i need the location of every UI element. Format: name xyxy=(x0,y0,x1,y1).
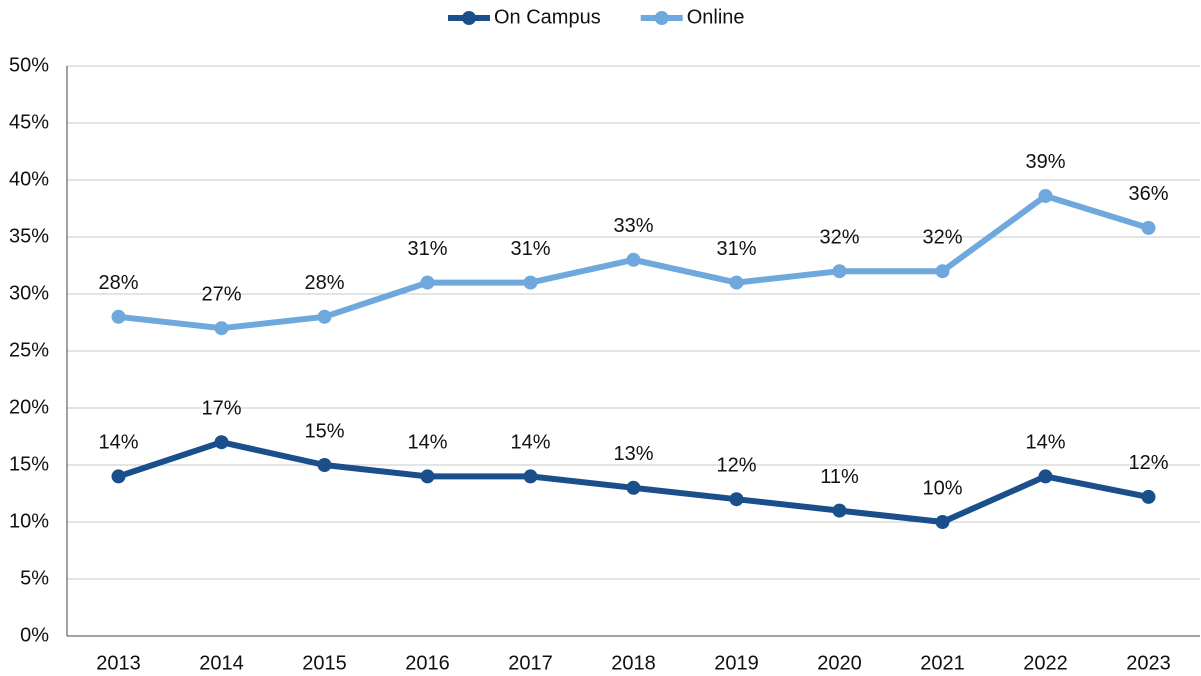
data-label: 15% xyxy=(304,420,344,442)
point xyxy=(1141,220,1156,235)
data-label: 14% xyxy=(510,432,550,454)
x-tick-label: 2016 xyxy=(405,652,450,674)
point xyxy=(523,469,538,484)
x-tick-label: 2019 xyxy=(714,652,759,674)
data-label: 31% xyxy=(716,238,756,260)
data-label: 14% xyxy=(98,432,138,454)
data-label: 14% xyxy=(1025,432,1065,454)
point xyxy=(523,275,538,290)
point xyxy=(935,264,950,279)
data-label: 36% xyxy=(1128,183,1168,205)
point xyxy=(317,309,332,324)
data-label: 31% xyxy=(407,238,447,260)
x-tick-label: 2022 xyxy=(1023,652,1068,674)
x-tick-label: 2017 xyxy=(508,652,553,674)
y-tick-label: 10% xyxy=(9,510,49,532)
point xyxy=(832,503,847,518)
legend-marker xyxy=(654,11,669,25)
data-label: 27% xyxy=(201,283,241,305)
point xyxy=(214,435,229,450)
y-tick-label: 20% xyxy=(9,396,49,418)
x-tick-label: 2018 xyxy=(611,652,656,674)
point xyxy=(420,469,435,484)
point xyxy=(1038,469,1053,484)
point xyxy=(626,252,641,267)
data-label: 33% xyxy=(613,215,653,237)
y-tick-label: 50% xyxy=(9,54,49,76)
point xyxy=(317,458,332,472)
x-tick-label: 2020 xyxy=(817,652,862,674)
point xyxy=(1038,188,1053,203)
y-tick-label: 5% xyxy=(20,567,49,589)
data-label: 39% xyxy=(1025,151,1065,173)
data-label: 13% xyxy=(613,443,653,465)
point xyxy=(729,492,744,507)
point xyxy=(1141,489,1156,504)
data-label: 12% xyxy=(716,454,756,476)
y-tick-label: 25% xyxy=(9,339,49,361)
data-label: 28% xyxy=(304,272,344,294)
point xyxy=(111,469,126,484)
y-tick-label: 45% xyxy=(9,111,49,133)
data-label: 28% xyxy=(98,272,138,294)
x-tick-label: 2014 xyxy=(199,652,244,674)
y-tick-label: 15% xyxy=(9,453,49,475)
y-tick-label: 40% xyxy=(9,168,49,190)
data-label: 32% xyxy=(819,226,859,248)
data-label: 17% xyxy=(201,397,241,419)
data-label: 12% xyxy=(1128,452,1168,474)
data-label: 31% xyxy=(510,238,550,260)
x-tick-label: 2021 xyxy=(920,652,965,674)
data-label: 11% xyxy=(820,466,859,488)
legend-label: On Campus xyxy=(494,6,601,28)
y-tick-label: 0% xyxy=(20,624,49,646)
data-label: 10% xyxy=(922,477,962,499)
point xyxy=(832,264,847,279)
legend-label: Online xyxy=(687,6,745,28)
point xyxy=(420,275,435,290)
point xyxy=(729,275,744,290)
legend-marker xyxy=(462,11,476,25)
y-tick-label: 30% xyxy=(9,282,49,304)
data-label: 32% xyxy=(922,226,962,248)
data-label: 14% xyxy=(407,432,447,454)
x-tick-label: 2023 xyxy=(1126,652,1171,674)
point xyxy=(111,309,126,324)
y-tick-label: 35% xyxy=(9,225,49,247)
x-tick-label: 2015 xyxy=(302,652,347,674)
point xyxy=(935,515,950,529)
point xyxy=(626,480,641,495)
x-tick-label: 2013 xyxy=(96,652,141,674)
point xyxy=(214,321,229,336)
